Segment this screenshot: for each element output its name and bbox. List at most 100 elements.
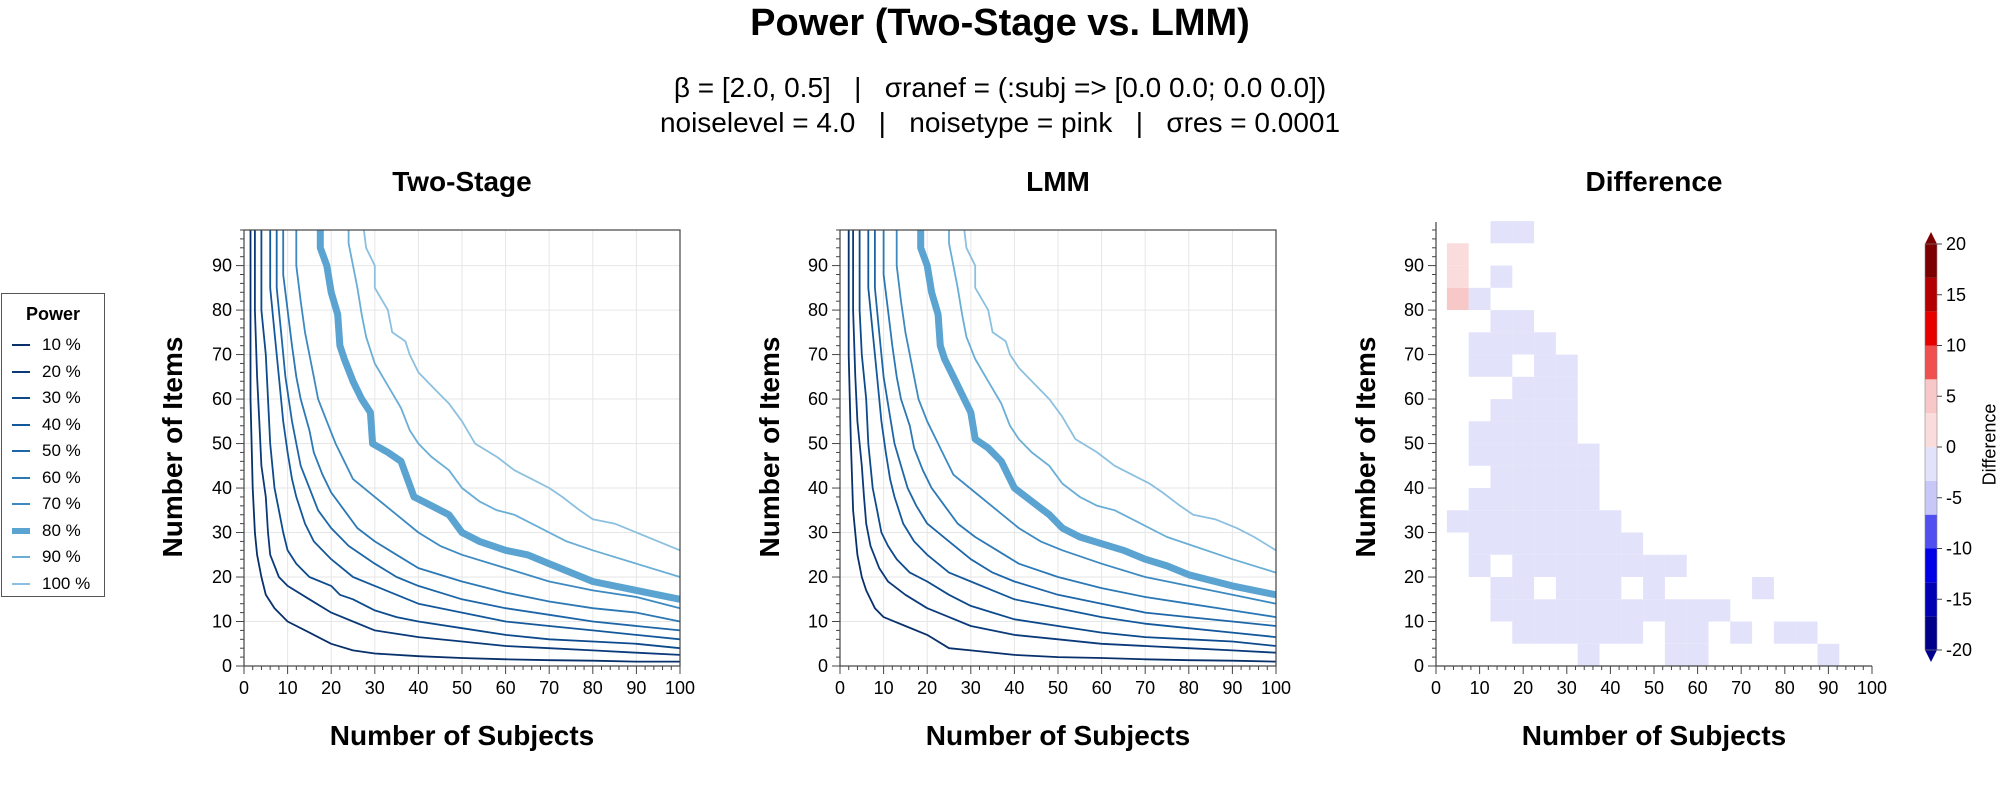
contour-line (260, 230, 681, 650)
legend-label: 40 % (42, 414, 81, 434)
y-tick-label: 20 (1404, 567, 1424, 587)
panel-title-two-stage: Two-Stage (392, 166, 532, 197)
contour-line (917, 230, 1277, 599)
colorbar-segment (1925, 345, 1937, 380)
x-tick-label: 80 (1775, 678, 1795, 698)
y-tick-label: 40 (1404, 478, 1424, 498)
heatmap-cell (1512, 310, 1535, 333)
legend-label: 10 % (42, 335, 81, 354)
y-tick-label: 40 (808, 478, 828, 498)
colorbar-tick-label: -20 (1946, 640, 1972, 660)
heatmap-cell (1795, 621, 1818, 644)
heatmap-cell (1773, 621, 1796, 644)
legend-item: 70 % (12, 491, 81, 517)
main-title: Power (Two-Stage vs. LMM) (750, 2, 1250, 44)
y-tick-label: 90 (808, 256, 828, 276)
contour-line (295, 230, 681, 610)
x-tick-label: 10 (874, 678, 894, 698)
y-tick-label: 80 (1404, 300, 1424, 320)
heatmap-cell (1577, 621, 1600, 644)
x-tick-label: 0 (239, 678, 249, 698)
legend-label: 60 % (42, 467, 81, 487)
contour-line (874, 230, 1277, 627)
heatmap-cell (1468, 554, 1491, 577)
subtitle-line-2: noiselevel = 4.0 | noisetype = pink | σr… (659, 107, 1341, 138)
y-tick-label: 40 (212, 478, 232, 498)
contour-line (895, 230, 1277, 605)
colorbar-tick-label: 0 (1946, 437, 1956, 457)
heatmap-cell (1512, 488, 1535, 511)
heatmap-cell (1686, 621, 1709, 644)
legend-item: 80 % (12, 518, 81, 544)
legend-label: 80 % (42, 520, 81, 540)
x-tick-label: 100 (1261, 678, 1291, 698)
legend-line-swatch (12, 397, 30, 399)
x-tick-label: 90 (626, 678, 646, 698)
heatmap-cell (1534, 332, 1556, 355)
heatmap-cell (1534, 554, 1556, 577)
heatmap-cell (1621, 621, 1644, 644)
heatmap-cell (1512, 599, 1535, 622)
heatmap-cell (1555, 488, 1578, 511)
legend-line-swatch (12, 476, 30, 479)
x-tick-label: 70 (539, 678, 559, 698)
panel-2: 0 10 20 30 40 50 60 70 80 90 100 0 10 20 30 40 50 60 70 80 9… (1404, 221, 1887, 698)
heatmap-cell (1577, 599, 1600, 622)
colorbar-segment (1925, 480, 1937, 515)
colorbar-segment (1925, 447, 1937, 481)
panel-title-difference: Difference (1585, 166, 1723, 197)
heatmap-cell (1512, 221, 1535, 244)
heatmap-cell (1490, 510, 1513, 533)
x-tick-label: 70 (1135, 678, 1155, 698)
heatmap-cell (1664, 621, 1687, 644)
heatmap-cell (1490, 354, 1513, 377)
heatmap-cell (1577, 488, 1600, 511)
heatmap-cell (1490, 332, 1513, 355)
heatmap-cell (1599, 621, 1622, 644)
colorbar-tick-label: 5 (1946, 386, 1956, 406)
heatmap-cell (1534, 621, 1556, 644)
heatmap-cell (1512, 465, 1535, 488)
x-tick-label: 10 (1470, 678, 1490, 698)
heatmap-cell (1643, 599, 1665, 622)
colorbar-tick-label: -15 (1946, 589, 1972, 609)
contour-line (882, 230, 1277, 618)
legend-label: 90 % (42, 547, 81, 566)
heatmap-cell (1490, 577, 1513, 600)
heatmap-cell (1512, 376, 1535, 399)
heatmap-cell (1599, 510, 1622, 533)
legend-item: 100 % (12, 571, 90, 597)
colorbar-segment (1925, 311, 1937, 346)
y-tick-label: 0 (222, 656, 232, 676)
x-tick-label: 60 (496, 678, 516, 698)
x-tick-label: 30 (365, 678, 385, 698)
y-tick-label: 50 (1404, 434, 1424, 454)
y-tick-label: 70 (1404, 345, 1424, 365)
colorbar-tick-label: 15 (1946, 285, 1966, 305)
contour-line (269, 230, 681, 641)
x-tick-label: 0 (1431, 678, 1441, 698)
x-tick-label: 0 (835, 678, 845, 698)
colorbar-tick-label: -10 (1946, 539, 1972, 559)
heatmap-cell (1446, 265, 1469, 288)
y-tick-label: 60 (212, 389, 232, 409)
heatmap-cell (1534, 399, 1556, 422)
legend-label: 70 % (42, 494, 81, 513)
y-tick-label: 60 (808, 389, 828, 409)
colorbar-segment (1925, 514, 1937, 549)
heatmap-cell (1512, 421, 1535, 444)
legend-line-swatch (12, 556, 30, 558)
contour-line (316, 230, 681, 603)
colorbar-segment (1925, 379, 1937, 414)
legend-line-swatch (12, 582, 30, 585)
y-tick-label: 70 (212, 345, 232, 365)
y-tick-label: 30 (1404, 523, 1424, 543)
x-tick-label: 40 (408, 678, 428, 698)
heatmap-cell (1686, 599, 1709, 622)
heatmap-cell (1490, 465, 1513, 488)
colorbar-segment (1925, 244, 1937, 278)
heatmap-cell (1555, 421, 1578, 444)
heatmap-cell (1468, 287, 1491, 310)
heatmap-cell (1512, 443, 1535, 466)
colorbar-tick-label: 10 (1946, 336, 1966, 356)
